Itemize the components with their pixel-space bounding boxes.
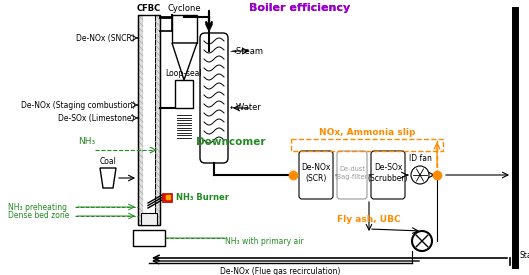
Bar — [291, 139, 443, 151]
FancyBboxPatch shape — [337, 151, 367, 199]
Text: ID fan: ID fan — [408, 154, 432, 163]
Text: NH₃ preheating: NH₃ preheating — [8, 202, 67, 211]
Text: Stack: Stack — [519, 251, 529, 260]
Text: De-NOx (Staging combustion): De-NOx (Staging combustion) — [21, 100, 135, 109]
Text: NH₃ with primary air: NH₃ with primary air — [225, 236, 304, 246]
Bar — [162, 193, 172, 202]
Text: Downcomer: Downcomer — [196, 137, 266, 147]
Bar — [141, 213, 157, 225]
Text: NOx, Ammonia slip: NOx, Ammonia slip — [319, 128, 415, 137]
Circle shape — [411, 166, 429, 184]
Polygon shape — [100, 168, 116, 188]
Text: ←Water: ←Water — [230, 103, 262, 112]
Bar — [138, 15, 143, 225]
Text: Boiler efficiency: Boiler efficiency — [249, 3, 351, 13]
Bar — [175, 80, 193, 108]
Bar — [138, 15, 160, 225]
Text: De-SOx
(Scrubber): De-SOx (Scrubber) — [368, 163, 408, 183]
Text: →Steam: →Steam — [230, 46, 264, 56]
FancyBboxPatch shape — [200, 33, 228, 163]
Text: De-SOx (Limestone): De-SOx (Limestone) — [59, 114, 135, 122]
Text: De-NOx (Flue gas recirculation): De-NOx (Flue gas recirculation) — [220, 267, 341, 275]
FancyBboxPatch shape — [371, 151, 405, 199]
Polygon shape — [172, 43, 197, 80]
Text: CFBC: CFBC — [137, 4, 161, 13]
Text: Boiler efficiency: Boiler efficiency — [249, 3, 351, 13]
Bar — [143, 15, 155, 225]
Text: NH₃ Burner: NH₃ Burner — [176, 192, 229, 202]
Text: Fly ash, UBC: Fly ash, UBC — [337, 214, 401, 224]
Text: NH₃: NH₃ — [78, 137, 95, 146]
Text: Cyclone: Cyclone — [168, 4, 202, 13]
Text: De-dust
(Bag-filter): De-dust (Bag-filter) — [334, 166, 370, 180]
Text: Coal: Coal — [99, 157, 116, 166]
Text: De-NOx (SNCR): De-NOx (SNCR) — [76, 34, 135, 43]
Circle shape — [412, 231, 432, 251]
FancyBboxPatch shape — [299, 151, 333, 199]
Bar — [155, 15, 160, 225]
Text: Dense bed zone: Dense bed zone — [8, 211, 69, 221]
Bar — [133, 230, 165, 246]
Bar — [172, 15, 197, 43]
Text: Loop-seal: Loop-seal — [166, 69, 202, 78]
Text: De-NOx
(SCR): De-NOx (SCR) — [302, 163, 331, 183]
